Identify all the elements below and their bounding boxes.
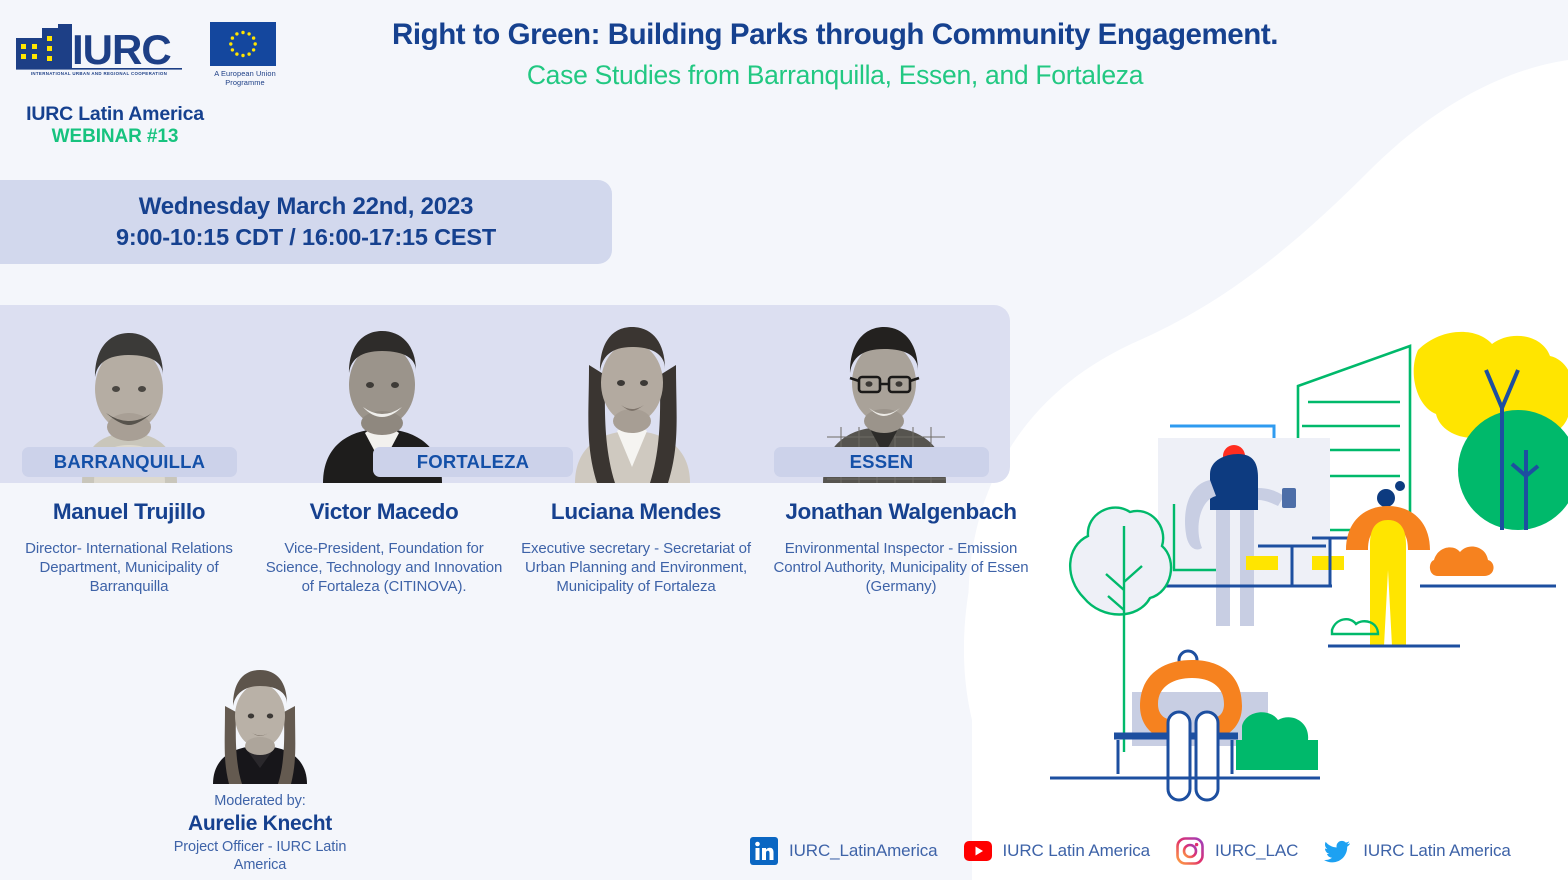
yellow-canopy xyxy=(1413,332,1568,447)
eu-flag-icon xyxy=(210,22,276,66)
schedule-banner: Wednesday March 22nd, 2023 9:00-10:15 CD… xyxy=(0,180,612,264)
moderator-photo xyxy=(195,662,325,784)
webinar-number: WEBINAR #13 xyxy=(51,126,179,148)
social-handle: IURC_LAC xyxy=(1215,841,1299,860)
city-chip-label: ESSEN xyxy=(849,451,914,472)
webinar-region: IURC Latin America xyxy=(26,103,204,125)
eu-caption-line1: A European Union xyxy=(214,69,276,78)
moderator-prefix: Moderated by: xyxy=(214,793,306,809)
outline-tree-left xyxy=(1069,506,1173,752)
speaker-name: Victor Macedo xyxy=(309,499,459,524)
linkedin-icon[interactable] xyxy=(750,837,778,865)
social-handle: IURC Latin America xyxy=(1002,841,1151,860)
speaker-card-2: Victor Macedo Vice-President, Foundation… xyxy=(258,498,510,597)
iurc-logo: IURC INTERNATIONAL URBAN AND REGIONAL CO… xyxy=(16,24,182,76)
orange-bush xyxy=(1429,546,1494,576)
city-chip-fortaleza: FORTALEZA xyxy=(373,447,573,477)
speakers-photo-panel: BARRANQUILLA FORTALEZA ESSEN xyxy=(0,305,1010,483)
green-canopy xyxy=(1458,410,1568,530)
figure-sitting xyxy=(1050,649,1320,802)
european-union-logo: A European Union Programme xyxy=(210,22,280,88)
youtube-icon[interactable] xyxy=(963,837,992,865)
eu-caption: A European Union Programme xyxy=(210,69,280,88)
title-block: Right to Green: Building Parks through C… xyxy=(300,16,1370,92)
instagram-icon[interactable] xyxy=(1176,837,1204,865)
speaker-role: Executive secretary - Secretariat of Urb… xyxy=(521,540,751,596)
speaker-name: Luciana Mendes xyxy=(550,499,722,524)
eu-caption-line2: Programme xyxy=(225,78,265,88)
webinar-label: IURC Latin America WEBINAR #13 xyxy=(20,103,210,149)
social-link-twitter[interactable]: IURC Latin America xyxy=(1324,837,1511,865)
social-links-bar: IURC_LatinAmerica IURC Latin America IUR… xyxy=(750,832,1511,870)
speakers-text-row: Manuel Trujillo Director- International … xyxy=(0,498,1040,597)
page-subtitle: Case Studies from Barranquilla, Essen, a… xyxy=(526,59,1144,90)
social-link-youtube[interactable]: IURC Latin America xyxy=(963,837,1151,865)
moderator-role: Project Officer - IURC Latin America xyxy=(173,839,347,874)
social-link-instagram[interactable]: IURC_LAC xyxy=(1176,837,1298,865)
svg-text:IURC: IURC xyxy=(72,26,171,73)
speaker-photo-3 xyxy=(545,305,720,483)
speaker-card-4: Jonathan Walgenbach Environmental Inspec… xyxy=(762,498,1040,597)
social-handle: IURC_LatinAmerica xyxy=(789,841,938,860)
social-handle: IURC Latin America xyxy=(1363,841,1511,860)
park-illustration xyxy=(1050,332,1568,802)
speaker-card-1: Manuel Trujillo Director- International … xyxy=(0,498,258,597)
city-chip-essen: ESSEN xyxy=(774,447,989,477)
bench-mid xyxy=(1246,536,1350,586)
page-title: Right to Green: Building Parks through C… xyxy=(392,18,1278,51)
speaker-name: Jonathan Walgenbach xyxy=(785,499,1017,524)
city-chip-label: BARRANQUILLA xyxy=(53,451,206,472)
social-link-linkedin[interactable]: IURC_LatinAmerica xyxy=(750,837,938,865)
whiteboard xyxy=(1158,438,1330,586)
schedule-time: 9:00-10:15 CDT / 16:00-17:15 CEST xyxy=(115,224,496,251)
city-chip-label: FORTALEZA xyxy=(416,451,530,472)
iurc-logo-tagline: INTERNATIONAL URBAN AND REGIONAL COOPERA… xyxy=(31,71,167,76)
speaker-name: Manuel Trujillo xyxy=(52,499,206,524)
twitter-icon[interactable] xyxy=(1324,837,1352,865)
moderator-block: Moderated by: Aurelie Knecht Project Off… xyxy=(148,662,372,875)
speaker-role: Environmental Inspector - Emission Contr… xyxy=(773,540,1029,596)
speaker-card-3: Luciana Mendes Executive secretary - Sec… xyxy=(510,498,762,597)
moderator-name: Aurelie Knecht xyxy=(188,812,332,835)
presenter-head-dot xyxy=(1223,445,1245,467)
speaker-role: Vice-President, Foundation for Science, … xyxy=(265,540,503,596)
city-chip-barranquilla: BARRANQUILLA xyxy=(22,447,237,477)
schedule-date: Wednesday March 22nd, 2023 xyxy=(138,193,474,221)
figure-yellow xyxy=(1328,481,1460,648)
speaker-role: Director- International Relations Depart… xyxy=(25,540,233,596)
